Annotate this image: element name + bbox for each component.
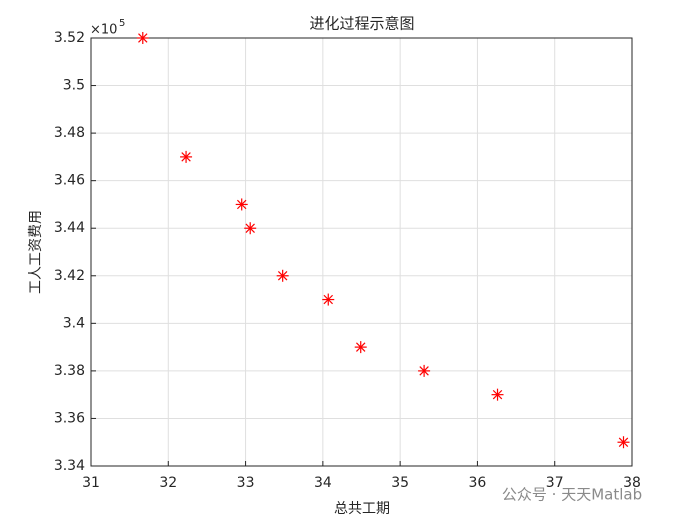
y-tick-label: 3.4 bbox=[63, 315, 85, 331]
plot-frame bbox=[90, 37, 633, 467]
y-tick-label: 3.38 bbox=[54, 363, 85, 379]
plot-area bbox=[91, 38, 632, 466]
x-tick-label: 31 bbox=[82, 475, 100, 491]
y-tick-label: 3.48 bbox=[54, 125, 85, 141]
chart-title: 进化过程示意图 bbox=[309, 15, 414, 33]
point-stroke bbox=[277, 271, 288, 281]
point bbox=[244, 222, 257, 235]
point bbox=[322, 293, 335, 306]
y-tick-label: 3.36 bbox=[54, 410, 85, 426]
point bbox=[617, 436, 630, 449]
point bbox=[180, 150, 193, 163]
x-tick-label: 37 bbox=[546, 475, 564, 491]
point-stroke bbox=[138, 33, 148, 43]
y-tick-label: 3.46 bbox=[54, 173, 85, 189]
x-tick-label: 36 bbox=[469, 475, 487, 491]
y-tick-label: 3.42 bbox=[54, 268, 85, 284]
point-stroke bbox=[356, 342, 366, 352]
x-tick-label: 33 bbox=[237, 475, 255, 491]
point bbox=[276, 269, 289, 282]
point-stroke bbox=[492, 389, 503, 400]
point bbox=[354, 341, 367, 354]
y-axis-label: 工人工资费用 bbox=[28, 210, 44, 294]
y-tick-label: 3.34 bbox=[54, 458, 85, 474]
point-stroke bbox=[618, 437, 629, 447]
point-stroke bbox=[419, 366, 429, 376]
x-axis-label: 总共工期 bbox=[334, 501, 390, 517]
y-multiplier: ×10 bbox=[90, 23, 117, 38]
point-stroke bbox=[245, 223, 255, 233]
watermark: 公众号 · 天天Matlab bbox=[502, 486, 642, 504]
y-tick-label: 3.44 bbox=[54, 220, 85, 236]
y-tick-label: 3.52 bbox=[54, 30, 85, 46]
y-tick-label: 3.5 bbox=[63, 78, 85, 94]
x-tick-label: 35 bbox=[391, 475, 409, 491]
x-tick-label: 34 bbox=[314, 475, 332, 491]
point bbox=[235, 198, 248, 211]
x-tick-label: 38 bbox=[623, 475, 641, 491]
y-multiplier-exponent: 5 bbox=[119, 18, 125, 29]
point bbox=[491, 388, 504, 401]
point-stroke bbox=[181, 152, 191, 162]
point bbox=[418, 364, 431, 377]
point bbox=[136, 32, 149, 44]
point-stroke bbox=[323, 294, 333, 305]
point-stroke bbox=[236, 199, 247, 210]
x-tick-label: 32 bbox=[159, 475, 177, 491]
